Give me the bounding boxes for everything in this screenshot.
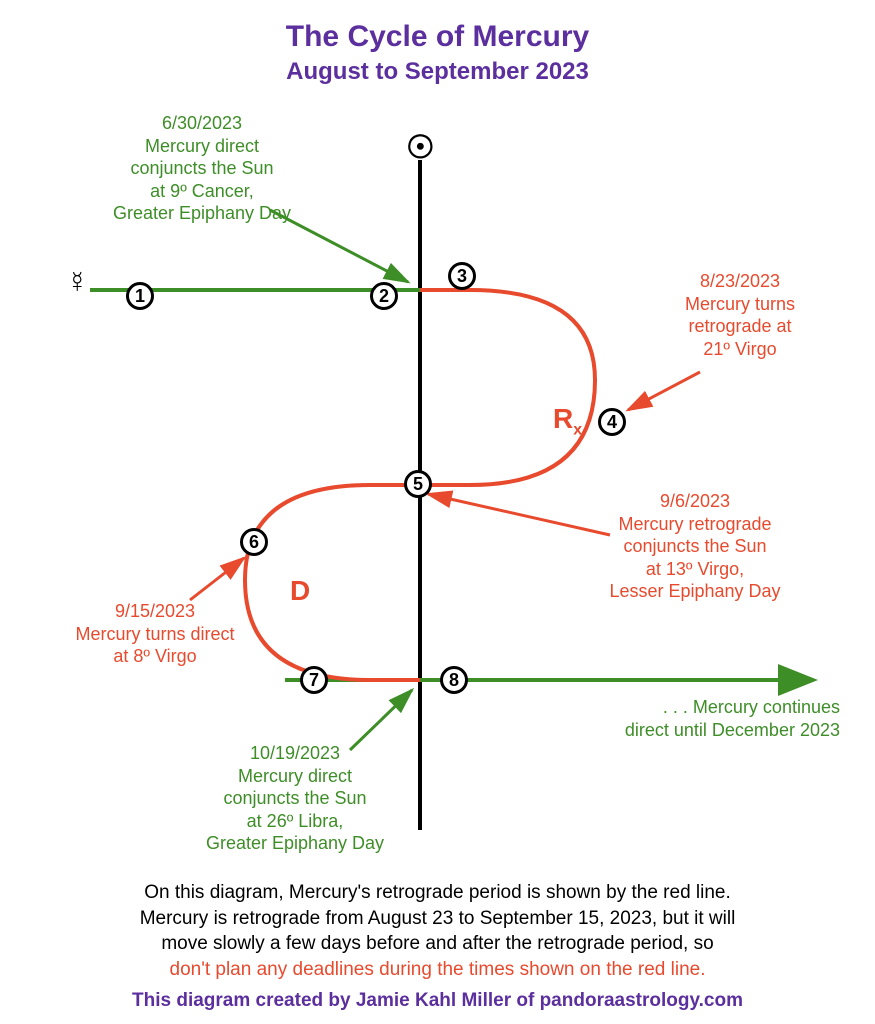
footer-line-3: move slowly a few days before and after … [161,933,713,954]
ann-2-arrow [628,372,700,410]
ann-3: 9/6/2023Mercury retrogradeconjuncts the … [585,490,805,603]
rx-label: Rx [553,403,582,440]
mercury-icon: ☿ [66,266,89,300]
marker-3: 3 [448,262,476,290]
marker-1: 1 [126,282,154,310]
marker-5: 5 [404,470,432,498]
marker-8: 8 [440,666,468,694]
ann-2: 8/23/2023Mercury turnsretrograde at21º V… [650,270,830,360]
footer-line-2: Mercury is retrograde from August 23 to … [140,908,736,929]
main-title: The Cycle of Mercury [0,0,875,54]
footer-paragraph: On this diagram, Mercury's retrograde pe… [0,880,875,983]
ann-5: 10/19/2023Mercury directconjuncts the Su… [185,742,405,855]
subtitle: August to September 2023 [0,54,875,86]
ann-6: . . . Mercury continuesdirect until Dece… [560,696,840,741]
marker-2: 2 [370,282,398,310]
ann-1: 6/30/2023Mercury directconjuncts the Sun… [92,112,312,225]
marker-7: 7 [300,666,328,694]
credit-line: This diagram created by Jamie Kahl Mille… [0,990,875,1012]
ann-4: 9/15/2023Mercury turns directat 8º Virgo [50,600,260,668]
sun-icon: ☉ [406,128,435,166]
ann-4-arrow [190,558,244,600]
marker-6: 6 [240,528,268,556]
ann-5-arrow [350,690,412,750]
d-label: D [290,575,310,607]
ann-3-arrow [428,494,610,535]
marker-4: 4 [598,408,626,436]
footer-line-4: don't plan any deadlines during the time… [170,959,706,980]
diagram-area: ☉ ☿ Rx D 1 2 3 4 5 6 7 8 6/30/2023Mercury directconj… [0,110,875,870]
footer-line-1: On this diagram, Mercury's retrograde pe… [144,882,731,903]
